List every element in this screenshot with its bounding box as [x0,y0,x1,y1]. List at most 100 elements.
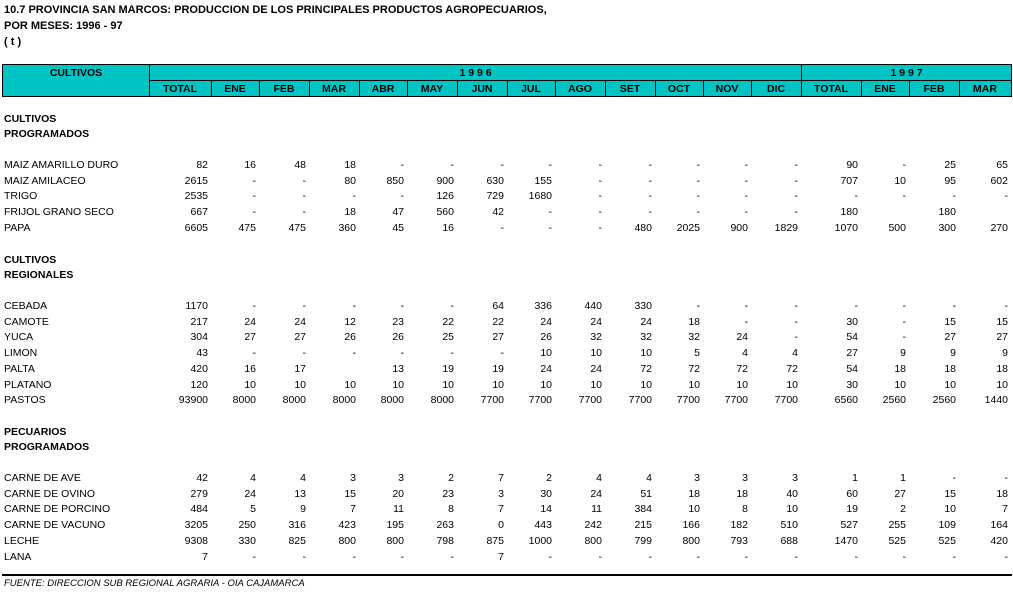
cell: 12 [344,315,356,328]
cell: 60 [846,487,858,500]
cell: 24 [640,315,652,328]
cell: 9 [1002,347,1008,360]
cell: - [598,159,603,171]
cell: 27 [894,487,906,500]
cell: 250 [238,519,256,532]
cell: 95 [944,174,956,187]
cell: 8000 [332,394,356,407]
cell: 2535 [184,190,208,203]
cell: - [400,159,405,171]
cell: 23 [442,487,454,500]
cell: 729 [486,190,504,203]
cell: 10 [344,378,356,391]
cell: 30 [846,315,858,328]
column-cell [959,80,1012,97]
row-label: LIMON [4,347,38,360]
cell: 120 [190,378,208,391]
cell: 3 [498,487,504,500]
cell: 7700 [578,394,602,407]
cell: 24 [540,362,552,375]
cell: 2 [900,503,906,516]
cell: - [400,190,405,203]
cell: 630 [486,174,504,187]
cell: 11 [393,503,404,516]
cell: - [450,347,455,360]
cell: 875 [486,534,504,547]
cell: 527 [840,519,858,532]
cell: 2025 [676,221,700,234]
cell: 440 [584,300,602,312]
cell: 24 [590,487,602,500]
cell: 43 [196,347,208,360]
cell: 384 [634,503,652,516]
column-label: MAR [973,83,997,95]
cell: - [400,300,405,312]
cell: 25 [944,159,956,171]
cell: - [854,190,859,203]
row-label: PASTOS [4,394,46,407]
cell: 15 [944,315,956,328]
cell: 510 [780,519,798,532]
cell: 10 [590,347,602,360]
row-label: CARNE DE OVINO [4,487,96,500]
column-label: ENE [224,83,246,95]
cell: 602 [990,174,1008,187]
cell: - [252,347,257,360]
cell: 47 [392,206,404,219]
cell: - [252,174,257,187]
cell: 30 [846,378,858,391]
cell: 182 [730,519,748,532]
cell: 279 [190,487,208,500]
cell: 24 [540,315,552,328]
cell: - [794,190,799,203]
cell: 24 [736,331,748,344]
cell: 1170 [185,300,208,312]
cell: 24 [294,315,306,328]
cell: - [598,206,603,219]
cell: 360 [338,221,356,234]
cell: 4 [646,472,652,484]
cell: - [648,174,653,187]
cell: 3 [742,472,748,484]
cell: 23 [392,315,404,328]
section-label: REGIONALES [4,269,74,281]
cell: - [744,190,749,203]
column-label: DIC [766,83,786,95]
cell: 10 [786,378,798,391]
cell: 14 [540,503,552,516]
cell: 270 [990,221,1008,234]
cell: 484 [190,503,208,516]
cell: 7700 [774,394,798,407]
cell: 18 [996,362,1008,375]
cell: 825 [288,534,306,547]
cell: 5 [250,503,256,516]
cell: - [548,221,553,234]
cell: - [744,550,749,563]
cell: - [252,550,257,563]
cell: - [648,159,653,171]
cell: 155 [534,174,552,187]
cell: 180 [938,206,956,219]
cell: 24 [590,362,602,375]
cell: - [902,331,907,344]
cell: 80 [344,174,356,187]
cell: 4 [742,347,748,360]
cell: 2 [546,472,552,484]
cell: 560 [436,206,454,219]
cell: 51 [640,487,652,500]
cell: 10 [640,347,652,360]
cell: 15 [944,487,956,500]
cell: 3 [398,472,404,484]
cell: 13 [294,487,306,500]
cell: 9308 [184,534,208,547]
column-label: MAR [322,83,346,95]
cell: 798 [436,534,454,547]
cell: 72 [640,362,652,375]
cell: - [352,550,357,563]
cell: 32 [640,331,652,344]
row-label: YUCA [4,331,34,344]
row-label: CARNE DE VACUNO [4,519,106,532]
cell: 7 [498,503,504,516]
cell: 42 [196,472,208,484]
cell: 54 [846,362,858,375]
